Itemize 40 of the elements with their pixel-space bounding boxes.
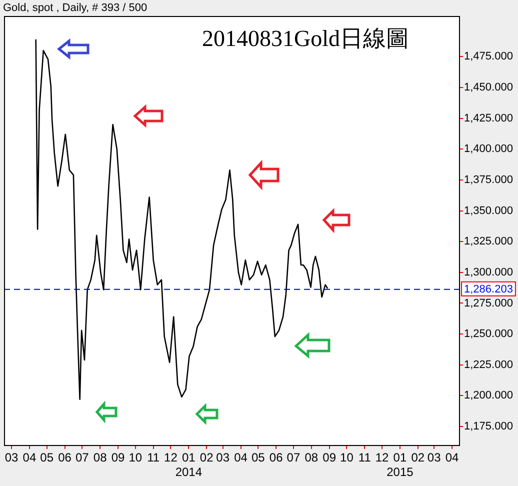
x-tick-label: 04 [445,450,460,465]
y-tick-label: 1,250.000 [464,328,513,340]
x-tick-label: 12 [164,450,178,465]
x-tick-label: 05 [251,450,266,465]
x-tick-label: 06 [269,450,284,465]
y-tick-label: 1,225.000 [464,358,513,371]
chart-subtitle: Gold, spot , Daily, # 393 / 500 [3,2,148,14]
x-tick-label: 08 [93,450,108,465]
y-tick-label: 1,475.000 [464,50,513,63]
x-tick-label: 02 [411,450,425,465]
x-tick-label: 11 [147,450,160,465]
x-tick-label: 03 [4,450,19,465]
y-tick-label: 1,350.000 [464,204,513,217]
y-tick-label: 1,450.000 [464,82,513,94]
x-tick-label: 09 [322,450,336,465]
y-tick-label: 1,375.000 [464,174,513,186]
x-tick-label: 02 [200,450,214,465]
y-tick-label: 1,300.000 [464,266,513,278]
y-tick-label: 1,200.000 [464,390,513,402]
x-tick-label: 04 [22,450,36,465]
x-tick-label: 11 [358,450,372,465]
x-tick-label: 03 [216,450,230,465]
x-tick-label: 08 [304,450,318,465]
x-tick-label: 12 [375,450,390,465]
x-tick-label: 07 [75,450,90,465]
x-tick-label: 10 [128,450,142,465]
y-tick-label: 1,275.000 [464,297,513,310]
x-tick-label: 09 [111,450,126,465]
x-tick-label: 03 [427,450,442,465]
x-tick-label: 06 [58,450,72,465]
x-tick-label: 05 [40,450,54,465]
x-tick-label: 04 [234,450,248,465]
y-tick-label: 1,175.000 [464,420,513,433]
y-tick-label: 1,400.000 [464,143,513,156]
y-tick-label: 1,425.000 [464,112,513,124]
chart-title: 20140831Gold日線圖 [202,26,409,52]
ref-line-label: 1,286.203 [464,283,513,296]
x-tick-label: 07 [286,450,300,465]
x-tick-label: 10 [340,450,354,465]
y-tick-label: 1,325.000 [464,236,513,248]
